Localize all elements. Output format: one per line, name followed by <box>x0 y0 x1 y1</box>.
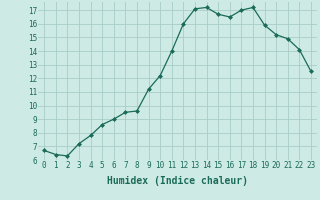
X-axis label: Humidex (Indice chaleur): Humidex (Indice chaleur) <box>107 176 248 186</box>
